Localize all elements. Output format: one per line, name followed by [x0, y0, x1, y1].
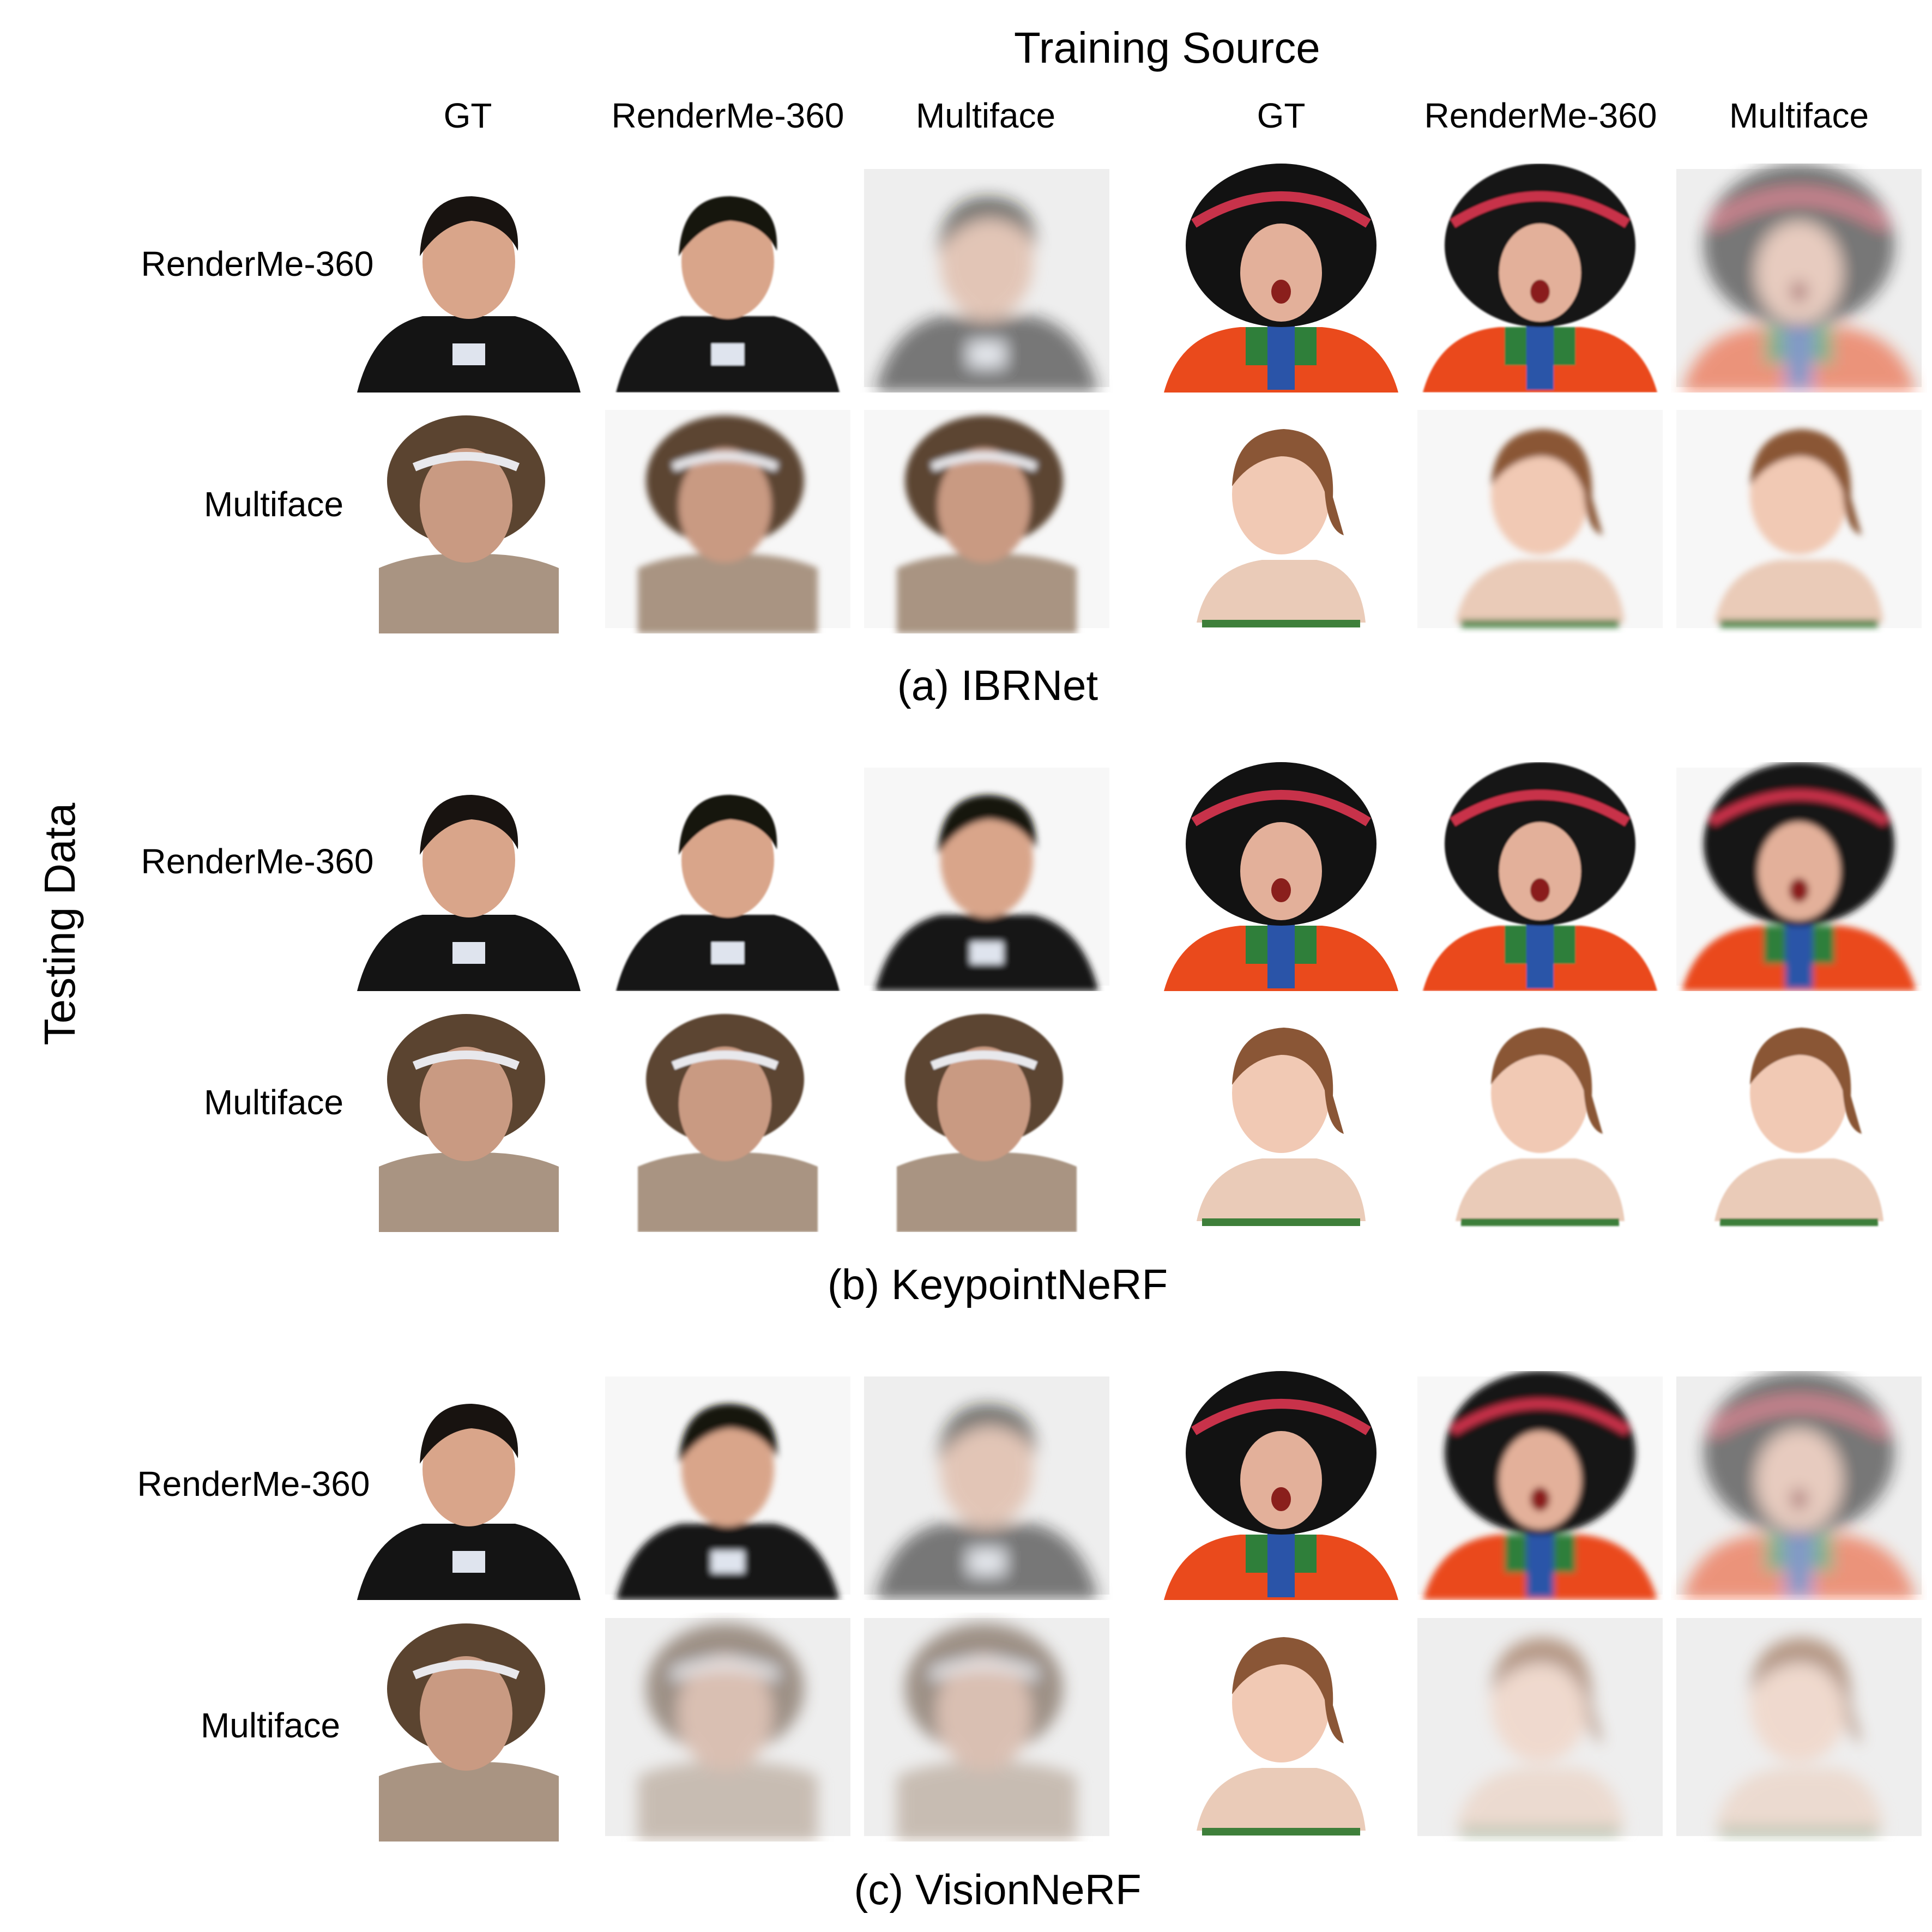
result-image	[1676, 762, 1922, 991]
result-image-cell	[600, 762, 856, 991]
result-image	[1197, 1028, 1366, 1226]
result-image	[1164, 164, 1398, 393]
result-image-cell	[1153, 404, 1409, 633]
result-image-cell	[1412, 164, 1668, 393]
result-image	[605, 1618, 850, 1842]
result-image	[1676, 410, 1922, 628]
result-image	[1417, 410, 1663, 628]
result-image-cell	[859, 1613, 1115, 1842]
result-image-cell	[341, 1003, 597, 1232]
result-image-cell	[1412, 1371, 1668, 1600]
panel-caption-a: (a) IBRNet	[897, 661, 1098, 709]
panel-caption-c: (c) VisionNeRF	[854, 1865, 1142, 1913]
result-image-cell	[1412, 1003, 1668, 1232]
result-image	[1197, 429, 1366, 627]
row-label-renderme-b: RenderMe-360	[141, 842, 374, 881]
result-image-cell	[1671, 1003, 1927, 1232]
result-image	[1164, 762, 1398, 991]
result-image	[616, 795, 840, 991]
result-image-cell	[1153, 762, 1409, 991]
result-image-cell	[600, 1371, 856, 1600]
result-image-cell	[859, 1003, 1115, 1232]
result-image-cell	[600, 1613, 856, 1842]
result-image	[1417, 1618, 1663, 1836]
result-image	[897, 1014, 1077, 1232]
result-image-cell	[1671, 404, 1927, 633]
col-header-multiface-right: Multiface	[1729, 96, 1869, 135]
result-image	[864, 1618, 1109, 1842]
result-image-cell	[1671, 762, 1927, 991]
result-image	[1417, 1371, 1663, 1600]
result-image	[357, 795, 581, 991]
result-image	[379, 1014, 559, 1232]
row-label-multiface-b: Multiface	[203, 1083, 344, 1122]
result-image	[864, 410, 1109, 633]
result-image	[605, 410, 850, 633]
testing-data-label: Testing Data	[35, 802, 84, 1046]
result-image-cell	[859, 164, 1115, 393]
result-image	[1676, 1618, 1922, 1836]
result-image-cell	[1671, 1613, 1927, 1842]
row-label-renderme-a: RenderMe-360	[141, 244, 374, 283]
result-image-cell	[1153, 164, 1409, 393]
result-image-cell	[1412, 1613, 1668, 1842]
result-image	[357, 1404, 581, 1600]
result-image-cell	[341, 404, 597, 633]
result-image-cell	[1412, 404, 1668, 633]
result-image-cell	[1153, 1613, 1409, 1842]
result-image-cell	[1153, 1371, 1409, 1600]
result-image-cell	[1671, 1371, 1927, 1600]
training-source-title: Training Source	[1014, 23, 1320, 72]
result-image-cell	[1153, 1003, 1409, 1232]
result-image	[1676, 164, 1922, 393]
result-image-cell	[600, 404, 856, 633]
col-header-gt-left: GT	[443, 96, 492, 135]
result-image-cell	[859, 1371, 1115, 1600]
result-image	[1714, 1028, 1883, 1226]
result-image	[864, 1376, 1109, 1600]
result-image-cell	[859, 762, 1115, 991]
result-image	[616, 196, 840, 393]
row-label-renderme-c: RenderMe-360	[137, 1464, 370, 1504]
row-label-multiface-c: Multiface	[200, 1706, 341, 1745]
result-image-cell	[600, 1003, 856, 1232]
result-image	[379, 1623, 559, 1842]
result-image	[864, 169, 1109, 393]
result-image-cell	[341, 164, 597, 393]
result-image-cell	[341, 1371, 597, 1600]
result-image	[605, 1376, 850, 1600]
result-image	[638, 1014, 818, 1232]
result-image	[379, 415, 559, 633]
result-image-cell	[341, 762, 597, 991]
result-image-cell	[859, 404, 1115, 633]
col-header-multiface-left: Multiface	[915, 96, 1056, 135]
result-image	[864, 768, 1109, 991]
col-header-renderme-left: RenderMe-360	[611, 96, 844, 135]
result-image	[1423, 164, 1657, 393]
row-label-multiface-a: Multiface	[203, 485, 344, 524]
result-image	[1676, 1371, 1922, 1600]
col-header-renderme-right: RenderMe-360	[1424, 96, 1657, 135]
result-image-cell	[341, 1613, 597, 1842]
result-image	[1423, 762, 1657, 991]
result-image	[1164, 1371, 1398, 1600]
result-image	[1197, 1637, 1366, 1836]
result-image-cell	[1412, 762, 1668, 991]
result-image-cell	[600, 164, 856, 393]
result-image	[357, 196, 581, 393]
result-image-cell	[1671, 164, 1927, 393]
result-image	[1456, 1028, 1625, 1226]
panel-caption-b: (b) KeypointNeRF	[827, 1260, 1168, 1308]
col-header-gt-right: GT	[1257, 96, 1306, 135]
